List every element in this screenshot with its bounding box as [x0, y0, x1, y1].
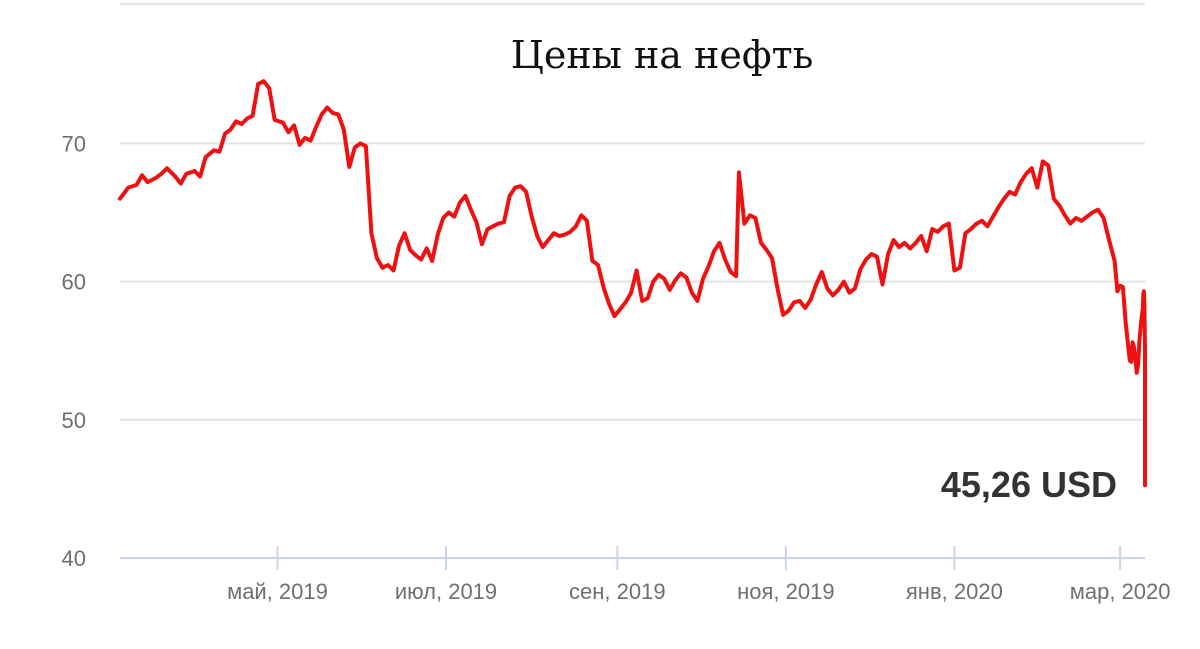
y-tick-label: 70 [62, 131, 86, 156]
y-axis-ticks: 40 50 60 70 [62, 131, 86, 571]
y-tick-label: 60 [62, 270, 86, 295]
y-tick-label: 50 [62, 408, 86, 433]
last-price-label: 45,26 USD [941, 464, 1117, 505]
x-tick-label: мар, 2020 [1070, 579, 1171, 604]
x-tick-label: май, 2019 [227, 579, 328, 604]
x-tick-label: янв, 2020 [906, 579, 1003, 604]
chart-title: Цены на нефть [511, 33, 814, 77]
x-tick-label: июл, 2019 [395, 579, 497, 604]
x-tick-label: сен, 2019 [569, 579, 666, 604]
y-tick-label: 40 [62, 546, 86, 571]
x-tick-label: ноя, 2019 [737, 579, 834, 604]
x-axis: май, 2019 июл, 2019 сен, 2019 ноя, 2019 янв,… [120, 546, 1171, 604]
price-line-series [118, 79, 1147, 488]
